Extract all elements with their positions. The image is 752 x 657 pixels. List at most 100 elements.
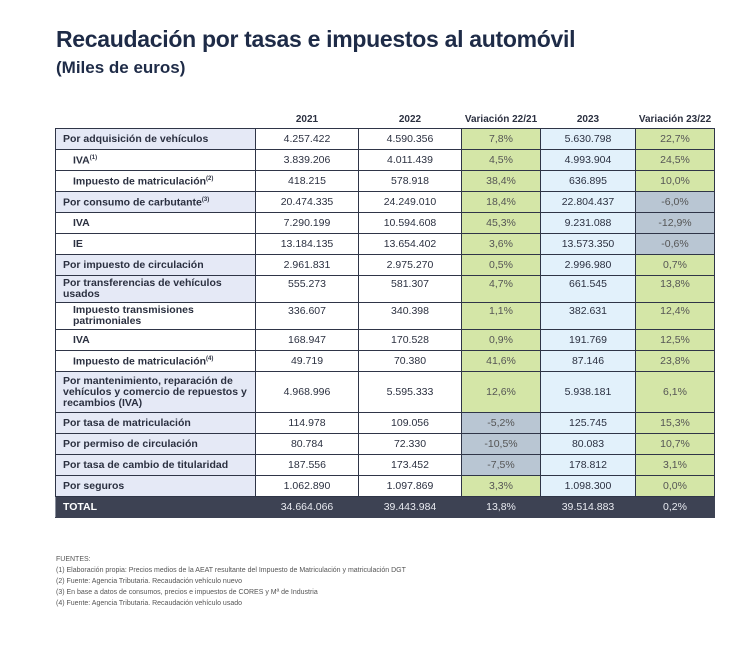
row-label-text: Por tasa de matriculación xyxy=(63,416,191,429)
variation-22-21: 38,4% xyxy=(461,170,541,192)
value-2023: 5.630.798 xyxy=(540,128,636,150)
total-row: TOTAL 34.664.066 39.443.984 13,8% 39.514.883… xyxy=(55,496,715,518)
header-empty xyxy=(56,98,256,129)
value-2021: 13.184.135 xyxy=(255,233,359,255)
row-label: Por adquisición de vehículos xyxy=(55,128,256,150)
value-2022: 24.249.010 xyxy=(358,191,462,213)
variation-22-21: 12,6% xyxy=(461,371,541,413)
footnote-ref: (4) xyxy=(206,356,214,363)
value-2021: 187.556 xyxy=(255,454,359,476)
variation-23-22: -6,0% xyxy=(635,191,715,213)
row-label: Por mantenimiento, reparación de vehícul… xyxy=(55,371,256,413)
value-2022: 1.097.869 xyxy=(358,475,462,497)
variation-22-21: 0,5% xyxy=(461,254,541,276)
footnote-ref: (2) xyxy=(206,176,214,183)
variation-22-21: 41,6% xyxy=(461,350,541,372)
value-2021: 1.062.890 xyxy=(255,475,359,497)
value-2023: 22.804.437 xyxy=(540,191,636,213)
footnote-ref: (3) xyxy=(201,197,210,204)
variation-22-21: -7,5% xyxy=(461,454,541,476)
row-label-text: Impuesto transmisiones patrimoniales xyxy=(73,304,194,327)
footnote-line: (1) Elaboración propia: Precios medios d… xyxy=(56,567,406,574)
variation-23-22: 10,7% xyxy=(635,433,715,455)
variation-23-22: 23,8% xyxy=(635,350,715,372)
value-2023: 80.083 xyxy=(540,433,636,455)
value-2022: 2.975.270 xyxy=(358,254,462,276)
variation-22-21: 13,8% xyxy=(461,496,541,518)
table-row: Por adquisición de vehículos 4.257.422 4.5… xyxy=(55,128,715,150)
row-label-text: Por mantenimiento, reparación de vehícul… xyxy=(63,374,247,409)
variation-22-21: 4,5% xyxy=(461,149,541,171)
row-label: Por seguros xyxy=(55,475,256,497)
value-2021: 418.215 xyxy=(255,170,359,192)
tax-table: 2021 2022 Variación 22/21 2023 Variación… xyxy=(55,98,715,518)
row-label: Por tasa de matriculación xyxy=(55,412,256,434)
footnote-line: (3) En base a datos de consumos, precios… xyxy=(56,589,318,596)
value-2022: 13.654.402 xyxy=(358,233,462,255)
value-2022: 109.056 xyxy=(358,412,462,434)
row-label: IE xyxy=(55,233,256,255)
value-2021: 80.784 xyxy=(255,433,359,455)
value-2021: 49.719 xyxy=(255,350,359,372)
row-label-text: IVA xyxy=(73,154,90,167)
row-label-text: Impuesto de matriculación xyxy=(73,355,207,368)
table-row: Impuesto transmisiones patrimoniales 336.… xyxy=(55,302,715,330)
row-label-text: Por tasa de cambio de titularidad xyxy=(63,458,229,471)
variation-22-21: 3,6% xyxy=(461,233,541,255)
row-label-text: Por consumo de carbutante xyxy=(63,196,202,209)
footnotes: FUENTES: (1) Elaboración propia: Precios … xyxy=(56,554,406,609)
table-row: IVA 7.290.199 10.594.608 45,3% 9.231.088 -12,… xyxy=(55,212,715,234)
row-label: Por consumo de carbutante(3) xyxy=(55,191,256,213)
value-2023: 661.545 xyxy=(540,275,636,303)
variation-23-22: 10,0% xyxy=(635,170,715,192)
footnote-ref: (1) xyxy=(89,155,98,162)
value-2022: 173.452 xyxy=(358,454,462,476)
value-2021: 4.968.996 xyxy=(255,371,359,413)
value-2021: 168.947 xyxy=(255,329,359,351)
table-row: Por mantenimiento, reparación de vehícul… xyxy=(55,371,715,413)
value-2021: 114.978 xyxy=(255,412,359,434)
row-label-text: IVA xyxy=(73,216,90,229)
variation-23-22: 0,0% xyxy=(635,475,715,497)
row-label-text: Por adquisición de vehículos xyxy=(63,132,209,145)
value-2022: 4.011.439 xyxy=(358,149,462,171)
value-2022: 70.380 xyxy=(358,350,462,372)
table-row: Por transferencias de vehículos usados 55… xyxy=(55,275,715,303)
row-label: Por impuesto de circulación xyxy=(55,254,256,276)
value-2021: 336.607 xyxy=(255,302,359,330)
variation-23-22: 24,5% xyxy=(635,149,715,171)
table-row: Impuesto de matriculación(4) 49.719 70.380… xyxy=(55,350,715,372)
row-label: Impuesto de matriculación(2) xyxy=(55,170,256,192)
value-2021: 20.474.335 xyxy=(255,191,359,213)
row-label: IVA xyxy=(55,212,256,234)
row-label: Por tasa de cambio de titularidad xyxy=(55,454,256,476)
table-row: Por consumo de carbutante(3) 20.474.335 24… xyxy=(55,191,715,213)
variation-23-22: 12,5% xyxy=(635,329,715,351)
value-2023: 178.812 xyxy=(540,454,636,476)
variation-22-21: 1,1% xyxy=(461,302,541,330)
value-2023: 5.938.181 xyxy=(540,371,636,413)
value-2023: 4.993.904 xyxy=(540,149,636,171)
variation-23-22: 3,1% xyxy=(635,454,715,476)
row-label-text: Por permiso de circulación xyxy=(63,437,198,450)
value-2023: 191.769 xyxy=(540,329,636,351)
value-2022: 72.330 xyxy=(358,433,462,455)
value-2023: 87.146 xyxy=(540,350,636,372)
row-label: Por permiso de circulación xyxy=(55,433,256,455)
value-2021: 4.257.422 xyxy=(255,128,359,150)
row-label: Impuesto transmisiones patrimoniales xyxy=(55,302,256,330)
value-2021: 34.664.066 xyxy=(255,496,359,518)
table-row: Por impuesto de circulación 2.961.831 2.97… xyxy=(55,254,715,276)
value-2023: 636.895 xyxy=(540,170,636,192)
header-2023: 2023 xyxy=(576,114,600,125)
variation-22-21: 45,3% xyxy=(461,212,541,234)
footnote-line: (4) Fuente: Agencia Tributaria. Recaudac… xyxy=(56,600,243,607)
table-row: IVA(1) 3.839.206 4.011.439 4,5% 4.993.904 24,… xyxy=(55,149,715,171)
footnote-line: (2) Fuente: Agencia Tributaria. Recaudac… xyxy=(56,578,243,585)
value-2023: 125.745 xyxy=(540,412,636,434)
value-2022: 340.398 xyxy=(358,302,462,330)
value-2022: 4.590.356 xyxy=(358,128,462,150)
variation-22-21: -5,2% xyxy=(461,412,541,434)
footnote-line: FUENTES: xyxy=(56,556,91,563)
value-2021: 7.290.199 xyxy=(255,212,359,234)
